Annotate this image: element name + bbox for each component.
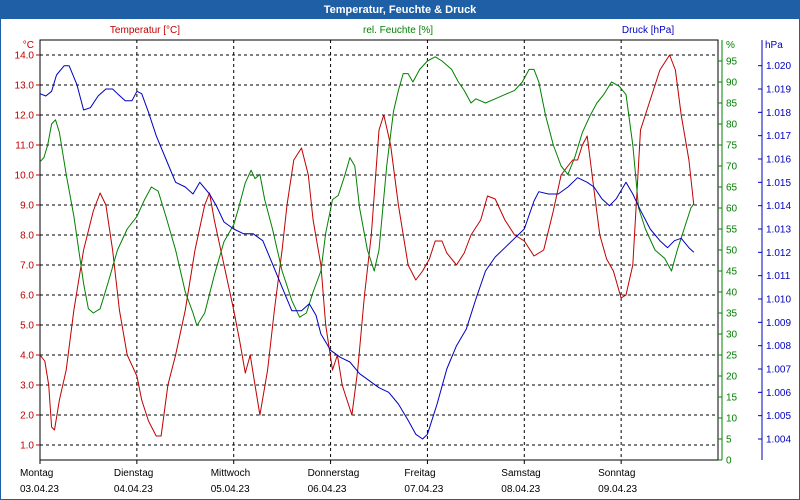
pressure-tick-label: 1.008 (766, 341, 791, 352)
pressure-tick-label: 1.015 (766, 178, 791, 189)
temperature-tick-label: 11.0 (15, 141, 34, 152)
day-name-label: Montag (20, 468, 53, 479)
temperature-axis-label: Temperatur [°C] (110, 25, 180, 36)
humidity-tick-label: 0 (726, 456, 732, 467)
humidity-line (39, 56, 695, 327)
humidity-tick-label: 35 (726, 309, 738, 320)
pressure-tick-label: 1.011 (766, 271, 791, 282)
day-date-label: 07.04.23 (404, 484, 443, 495)
temperature-tick-label: 6.0 (20, 291, 34, 302)
pressure-tick-label: 1.004 (766, 435, 791, 446)
temperature-tick-label: 7.0 (20, 261, 34, 272)
temperature-line (39, 54, 695, 437)
pressure-tick-label: 1.009 (766, 318, 791, 329)
humidity-tick-label: 30 (726, 330, 738, 341)
pressure-tick-label: 1.013 (766, 225, 791, 236)
humidity-tick-label: 50 (726, 246, 738, 257)
pressure-axis-label: Druck [hPa] (622, 25, 674, 36)
grid-lines (40, 40, 718, 460)
humidity-tick-label: 15 (726, 393, 738, 404)
day-date-label: 03.04.23 (20, 484, 59, 495)
humidity-tick-label: 5 (726, 435, 732, 446)
temperature-unit-label: °C (23, 40, 34, 51)
temperature-tick-label: 8.0 (20, 231, 34, 242)
humidity-unit-label: % (726, 40, 735, 51)
pressure-tick-label: 1.016 (766, 155, 791, 166)
temperature-tick-label: 10.0 (15, 171, 35, 182)
pressure-tick-label: 1.006 (766, 388, 791, 399)
day-date-label: 08.04.23 (501, 484, 540, 495)
humidity-axis-label: rel. Feuchte [%] (363, 25, 433, 36)
temperature-tick-label: 4.0 (20, 351, 34, 362)
temperature-tick-label: 5.0 (20, 321, 34, 332)
axis-labels: °C Temperatur [°C] rel. Feuchte [%] % Dr… (23, 25, 783, 51)
temperature-tick-label: 1.0 (20, 441, 34, 452)
day-name-label: Dienstag (114, 468, 153, 479)
day-name-label: Freitag (404, 468, 435, 479)
pressure-tick-label: 1.007 (766, 365, 791, 376)
temperature-tick-label: 3.0 (20, 381, 34, 392)
humidity-tick-label: 90 (726, 78, 738, 89)
humidity-tick-label: 10 (726, 414, 738, 425)
day-date-label: 05.04.23 (211, 484, 250, 495)
humidity-tick-label: 95 (726, 57, 738, 68)
temperature-tick-label: 9.0 (20, 201, 34, 212)
humidity-tick-label: 25 (726, 351, 738, 362)
humidity-tick-label: 75 (726, 141, 738, 152)
humidity-tick-label: 70 (726, 162, 738, 173)
pressure-tick-label: 1.017 (766, 131, 791, 142)
temperature-tick-label: 2.0 (20, 411, 34, 422)
humidity-tick-label: 20 (726, 372, 738, 383)
axes: 1.0 2.0 3.0 4.0 5.0 6.0 7.0 8.0 9.0 10.0 11.0 12.0 1… (15, 40, 791, 495)
humidity-tick-label: 60 (726, 204, 738, 215)
chart-title: Temperatur, Feuchte & Druck (1, 1, 799, 19)
pressure-tick-label: 1.014 (766, 201, 791, 212)
pressure-tick-label: 1.010 (766, 295, 791, 306)
day-date-label: 06.04.23 (308, 484, 347, 495)
day-name-label: Mittwoch (211, 468, 250, 479)
temperature-tick-label: 14.0 (15, 51, 35, 62)
pressure-tick-label: 1.020 (766, 61, 791, 72)
humidity-tick-label: 55 (726, 225, 738, 236)
pressure-unit-label: hPa (765, 40, 783, 51)
humidity-tick-label: 80 (726, 120, 738, 131)
humidity-tick-label: 45 (726, 267, 738, 278)
pressure-tick-label: 1.019 (766, 85, 791, 96)
humidity-tick-label: 40 (726, 288, 738, 299)
pressure-line (39, 65, 695, 440)
day-name-label: Samstag (501, 468, 540, 479)
temperature-tick-label: 13.0 (15, 81, 35, 92)
pressure-tick-label: 1.005 (766, 411, 791, 422)
day-date-label: 09.04.23 (598, 484, 637, 495)
series-group (39, 54, 695, 440)
day-name-label: Donnerstag (308, 468, 360, 479)
humidity-tick-label: 85 (726, 99, 738, 110)
temperature-tick-label: 12.0 (15, 111, 35, 122)
humidity-tick-label: 65 (726, 183, 738, 194)
day-date-label: 04.04.23 (114, 484, 153, 495)
pressure-tick-label: 1.012 (766, 248, 791, 259)
pressure-tick-label: 1.018 (766, 108, 791, 119)
day-name-label: Sonntag (598, 468, 635, 479)
